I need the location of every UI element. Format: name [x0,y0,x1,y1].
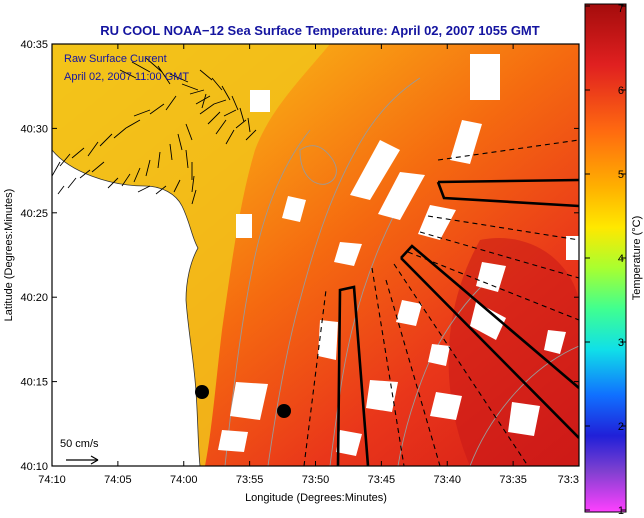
y-tick-label: 40:15 [20,377,48,389]
scale-arrow-head [90,455,99,465]
colorbar-tick-label: 3 [618,337,624,349]
colorbar-tick-label: 7 [618,3,624,15]
y-axis-label: Latitude (Degrees:Minutes) [3,189,15,322]
station-marker-2 [277,404,291,418]
colorbar-tick-label: 5 [618,169,624,181]
transect-dashed [303,139,579,466]
y-tick-label: 40:35 [20,39,48,51]
x-tick-label: 73:3 [558,474,579,486]
x-axis-ticks: 74:10 74:05 74:00 73:55 73:50 73:45 73:40 73:35… [38,44,580,486]
overlay-line2: April 02, 2007 11:00 GMT [64,71,189,83]
colorbar-tick-label: 1 [618,505,624,517]
warm-patch [448,238,579,466]
transect-lines [303,139,579,466]
overlay-line1: Raw Surface Current [64,53,167,65]
y-tick-label: 40:10 [20,461,48,473]
colorbar-ticks: 7 6 5 4 3 2 1 [585,3,626,517]
map-title: RU COOL NOAA−12 Sea Surface Temperature:… [100,23,539,38]
x-axis-label: Longitude (Degrees:Minutes) [245,492,387,504]
land [52,149,201,466]
colorbar-label: Temperature (°C) [631,216,643,300]
x-tick-label: 73:40 [433,474,461,486]
y-tick-label: 40:25 [20,208,48,220]
x-tick-label: 74:05 [104,474,132,486]
y-axis-ticks: 40:35 40:30 40:25 40:20 40:15 40:10 [20,39,579,473]
x-tick-label: 73:55 [236,474,264,486]
x-tick-label: 73:35 [499,474,527,486]
x-tick-label: 74:10 [38,474,66,486]
transect-box-center [336,285,370,466]
x-tick-label: 74:00 [170,474,198,486]
map-plot-area: Raw Surface Current April 02, 2007 11:00… [52,44,579,466]
colorbar-tick-label: 6 [618,85,624,97]
y-tick-label: 40:20 [20,292,48,304]
cloud-gaps [218,54,579,456]
x-tick-label: 73:45 [368,474,396,486]
transect-box-diagonal [400,244,579,439]
station-marker-1 [195,385,209,399]
y-tick-label: 40:30 [20,123,48,135]
colorbar [584,3,627,513]
current-vectors [52,57,257,205]
colorbar-tick-label: 4 [618,253,624,265]
x-tick-label: 73:50 [302,474,330,486]
colorbar-tick-label: 2 [618,421,624,433]
transect-box-right [436,178,579,208]
scale-label: 50 cm/s [60,438,99,450]
